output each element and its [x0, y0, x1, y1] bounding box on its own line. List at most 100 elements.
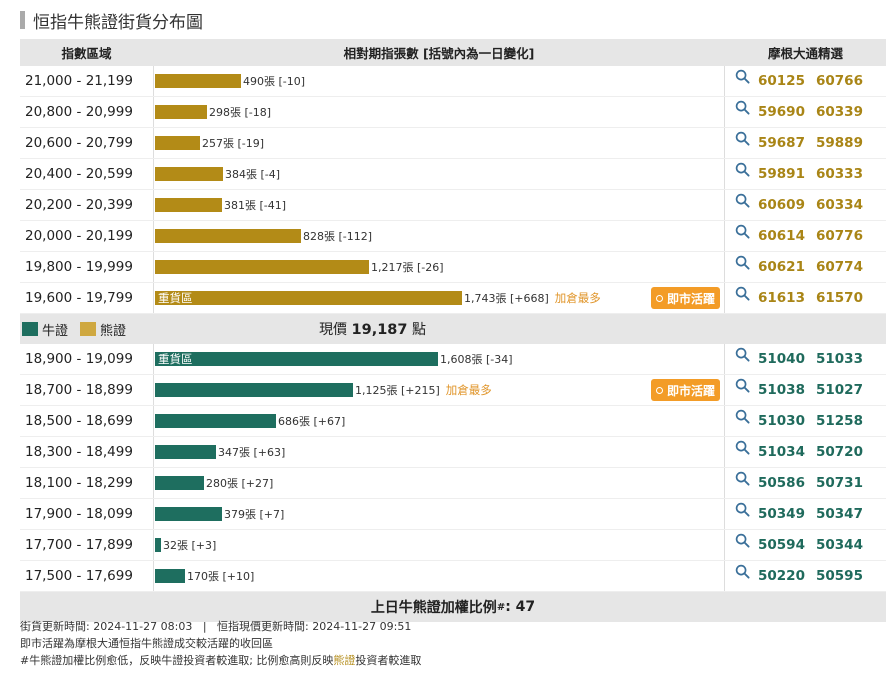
bar-cell: 347張 [+63] [153, 437, 725, 467]
volume-label: 379張 [+7] [224, 508, 285, 521]
range-label: 17,700 - 17,899 [25, 537, 133, 553]
ratio-note-hl: 熊證 [333, 654, 356, 667]
search-icon[interactable] [735, 378, 750, 393]
volume-label: 347張 [+63] [218, 446, 286, 459]
warrant-code-link[interactable]: 60774 [816, 259, 863, 275]
range-label: 17,900 - 18,099 [25, 506, 133, 522]
search-icon[interactable] [735, 409, 750, 424]
bar-cell: 384張 [-4] [153, 159, 725, 189]
search-icon[interactable] [735, 224, 750, 239]
warrant-code-link[interactable]: 50594 [758, 537, 805, 553]
warrant-code-link[interactable]: 60334 [816, 197, 863, 213]
table-row: 19,800 - 19,999 1,217張 [-26] 60621 60774 [20, 252, 886, 283]
search-icon[interactable] [735, 502, 750, 517]
table-row: 18,900 - 19,099 重貨區 1,608張 [-34] 51040 51033 [20, 344, 886, 375]
search-icon[interactable] [735, 440, 750, 455]
volume-bar [155, 74, 241, 88]
warrant-code-link[interactable]: 51027 [816, 382, 863, 398]
search-icon[interactable] [735, 131, 750, 146]
table-row: 17,900 - 18,099 379張 [+7] 50349 50347 [20, 499, 886, 530]
bar-cell: 379張 [+7] [153, 499, 725, 529]
search-icon[interactable] [735, 255, 750, 270]
legend-bear: 熊證 [80, 320, 126, 339]
warrant-code-link[interactable]: 51038 [758, 382, 805, 398]
update-times: 街貨更新時間: 2024-11-27 08:03 | 恒指現價更新時間: 202… [20, 620, 412, 633]
most-added-label: 加倉最多 [445, 383, 492, 397]
warrant-code-link[interactable]: 50720 [816, 444, 863, 460]
table-row: 18,500 - 18,699 686張 [+67] 51030 51258 [20, 406, 886, 437]
warrant-code-link[interactable]: 61570 [816, 290, 863, 306]
warrant-code-link[interactable]: 51040 [758, 351, 805, 367]
bar-cell: 298張 [-18] [153, 97, 725, 127]
volume-label: 298張 [-18] [209, 106, 272, 119]
warrant-code-link[interactable]: 60609 [758, 197, 805, 213]
ratio-mark: # [496, 601, 506, 613]
search-icon[interactable] [735, 69, 750, 84]
warrant-code-link[interactable]: 51258 [816, 413, 863, 429]
ratio-note-b: 投資者較進取 [355, 654, 422, 667]
warrant-code-link[interactable]: 59891 [758, 166, 805, 182]
legend-row: 牛證 熊證 現價 19,187 點 [20, 314, 886, 344]
warrant-code-link[interactable]: 50220 [758, 568, 805, 584]
legend-bull: 牛證 [22, 320, 68, 339]
ratio-label: 上日牛熊證加權比例 [370, 600, 497, 616]
range-label: 20,800 - 20,999 [25, 104, 133, 120]
warrant-code-link[interactable]: 50595 [816, 568, 863, 584]
table-row: 17,500 - 17,699 170張 [+10] 50220 50595 [20, 561, 886, 592]
warrant-code-link[interactable]: 59690 [758, 104, 805, 120]
warrant-code-link[interactable]: 50349 [758, 506, 805, 522]
search-icon[interactable] [735, 347, 750, 362]
warrant-code-link[interactable]: 50586 [758, 475, 805, 491]
active-badge[interactable]: 即市活躍 [650, 287, 720, 309]
ms-picks: 61613 61570 [725, 283, 886, 313]
warrant-code-link[interactable]: 51033 [816, 351, 863, 367]
warrant-code-link[interactable]: 50731 [816, 475, 863, 491]
range-label: 18,900 - 19,099 [25, 351, 133, 367]
warrant-code-link[interactable]: 50344 [816, 537, 863, 553]
volume-bar: 重貨區 [155, 352, 438, 366]
active-badge[interactable]: 即市活躍 [650, 379, 720, 401]
search-icon[interactable] [735, 193, 750, 208]
header-range: 指數區域 [61, 46, 112, 61]
ms-picks: 51030 51258 [725, 406, 886, 436]
table-row: 20,600 - 20,799 257張 [-19] 59687 59889 [20, 128, 886, 159]
warrant-code-link[interactable]: 59687 [758, 135, 805, 151]
bar-cell: 257張 [-19] [153, 128, 725, 158]
search-icon[interactable] [735, 286, 750, 301]
search-icon[interactable] [735, 471, 750, 486]
volume-label: 384張 [-4] [225, 168, 281, 181]
search-icon[interactable] [735, 100, 750, 115]
table-row: 20,400 - 20,599 384張 [-4] 59891 60333 [20, 159, 886, 190]
ms-picks: 60125 60766 [725, 66, 886, 96]
warrant-code-link[interactable]: 60621 [758, 259, 805, 275]
warrant-code-link[interactable]: 60614 [758, 228, 805, 244]
warrant-code-link[interactable]: 59889 [816, 135, 863, 151]
ms-picks: 50220 50595 [725, 561, 886, 591]
ms-picks: 59690 60339 [725, 97, 886, 127]
search-icon[interactable] [735, 162, 750, 177]
range-label: 18,100 - 18,299 [25, 475, 133, 491]
warrant-code-link[interactable]: 50347 [816, 506, 863, 522]
search-icon[interactable] [735, 533, 750, 548]
warrant-code-link[interactable]: 51030 [758, 413, 805, 429]
warrant-code-link[interactable]: 60776 [816, 228, 863, 244]
volume-label: 381張 [-41] [224, 199, 287, 212]
warrant-code-link[interactable]: 51034 [758, 444, 805, 460]
bar-cell: 490張 [-10] [153, 66, 725, 96]
warrant-code-link[interactable]: 60333 [816, 166, 863, 182]
table-row: 18,300 - 18,499 347張 [+63] 51034 50720 [20, 437, 886, 468]
warrant-code-link[interactable]: 60766 [816, 73, 863, 89]
circle-icon [655, 386, 663, 394]
volume-bar [155, 136, 200, 150]
warrant-code-link[interactable]: 60125 [758, 73, 805, 89]
range-label: 20,600 - 20,799 [25, 135, 133, 151]
volume-label: 1,608張 [-34] [440, 353, 513, 366]
legend-bear-label: 熊證 [100, 323, 127, 339]
warrant-code-link[interactable]: 60339 [816, 104, 863, 120]
table-row: 20,000 - 20,199 828張 [-112] 60614 60776 [20, 221, 886, 252]
volume-bar [155, 260, 369, 274]
warrant-code-link[interactable]: 61613 [758, 290, 805, 306]
heavy-zone-label: 重貨區 [158, 291, 193, 305]
title-marker [20, 11, 25, 29]
search-icon[interactable] [735, 564, 750, 579]
